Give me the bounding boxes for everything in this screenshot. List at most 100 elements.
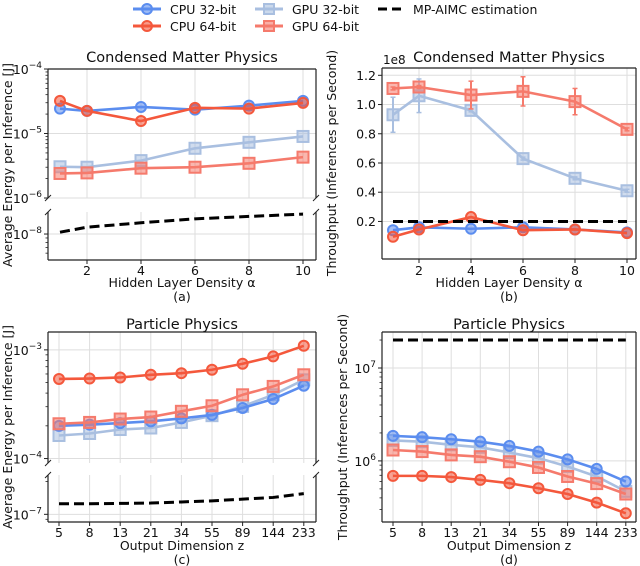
data-point [445, 433, 458, 446]
data-point [175, 367, 188, 380]
y-tick-label: 0.6 [356, 155, 376, 170]
data-point [516, 152, 530, 166]
data-point [266, 379, 280, 393]
panel-label: (c) [174, 552, 191, 566]
data-point [236, 357, 249, 370]
data-point [386, 108, 400, 122]
legend-label: MP-AIMC estimation [413, 1, 538, 17]
y-axis-label: Average Energy per Inference [J] [0, 63, 15, 267]
series-gpu-32-bit [386, 78, 634, 198]
series-cpu-64-bit [54, 94, 309, 128]
legend-label: GPU 32-bit [292, 1, 360, 17]
data-point [189, 101, 201, 114]
x-tick-label: 8 [245, 263, 253, 278]
x-tick-label: 2 [83, 263, 91, 278]
data-point [619, 475, 632, 488]
x-axis-label: Output Dimension z [120, 538, 245, 553]
data-point [474, 435, 487, 448]
axis-break-mark [312, 194, 320, 202]
series-layer [386, 338, 633, 520]
data-point [296, 129, 310, 143]
data-point [568, 95, 582, 109]
square-marker-icon [255, 1, 283, 17]
axis-break-mark [312, 208, 320, 216]
data-point [569, 223, 581, 236]
data-point [81, 104, 93, 117]
data-point [242, 156, 256, 170]
circle-marker-icon [133, 1, 161, 17]
data-point [503, 477, 516, 490]
data-point [188, 141, 202, 155]
x-tick-label: 10 [295, 263, 311, 278]
subplot: 0.2 0.4 0.6 0.8 1.0 1.2 [356, 67, 637, 263]
data-point [412, 80, 426, 94]
data-point [114, 371, 127, 384]
x-tick-label: 5 [389, 525, 397, 540]
data-point [297, 368, 311, 382]
y-tick-label: 107 [354, 360, 376, 376]
data-point [267, 350, 280, 363]
series-layer [52, 339, 311, 442]
data-point [174, 404, 188, 418]
x-tick-label: 8 [571, 263, 579, 278]
panel-label: (d) [500, 552, 518, 566]
data-point [568, 171, 582, 185]
data-point [516, 84, 530, 98]
data-point [83, 415, 97, 429]
data-point [297, 379, 310, 392]
data-point [619, 487, 633, 501]
data-point [387, 469, 399, 482]
data-point [135, 115, 147, 128]
series-line [392, 85, 628, 131]
legend-label: GPU 64-bit [292, 18, 360, 34]
x-tick-label: 8 [86, 525, 94, 540]
y-tick-label: 1.0 [356, 97, 376, 112]
data-point [561, 469, 575, 483]
x-tick-label: 144 [585, 525, 609, 540]
data-point [444, 448, 458, 462]
x-tick-label: 4 [467, 263, 475, 278]
y-tick-label: 10−7 [13, 506, 42, 522]
x-axis-label: Output Dimension z [447, 538, 572, 553]
data-point [517, 224, 529, 237]
panel-title: Particle Physics [126, 317, 238, 333]
data-point [297, 339, 310, 352]
x-tick-label: 89 [235, 525, 251, 540]
data-point [621, 227, 633, 240]
data-point [620, 184, 634, 198]
series-mp-aimc-estimation [59, 492, 304, 506]
series-layer [59, 212, 304, 234]
data-point [532, 445, 545, 458]
y-tick-label: 10−3 [13, 342, 42, 358]
axis-break-mark [44, 208, 52, 216]
data-point [413, 223, 425, 236]
series-cpu-32-bit [387, 429, 632, 488]
data-point [561, 453, 574, 466]
series-line [59, 492, 304, 506]
data-point [445, 471, 458, 484]
y-tick-label: 0.4 [356, 185, 376, 200]
legend-label: CPU 64-bit [170, 18, 237, 34]
data-point [205, 399, 219, 413]
y-tick-label: 10−4 [13, 61, 42, 77]
series-gpu-64-bit [53, 150, 310, 180]
offset-text: 1e8 [383, 53, 406, 67]
dashed-line-icon [376, 1, 404, 17]
x-tick-label: 5 [55, 525, 63, 540]
data-point [188, 160, 202, 174]
subplot: 10−3 10−4 [13, 331, 320, 467]
legend-item-cpu-32: CPU 32-bit [133, 1, 236, 17]
data-point [503, 439, 516, 452]
data-point [387, 230, 399, 243]
x-axis-label: Hidden Layer Density α [109, 275, 256, 290]
panel-label: (b) [500, 289, 518, 304]
panel-c: Particle Physics Output Dimension z(c) Ave… [0, 317, 320, 566]
legend-item-gpu-64: GPU 64-bit [255, 18, 359, 34]
axis-break-mark [44, 459, 52, 467]
subplot: 10−4 10−5 10−6 [13, 61, 320, 206]
data-point [416, 431, 429, 444]
data-point [296, 150, 310, 164]
series-layer [53, 94, 310, 180]
data-point [387, 429, 399, 442]
